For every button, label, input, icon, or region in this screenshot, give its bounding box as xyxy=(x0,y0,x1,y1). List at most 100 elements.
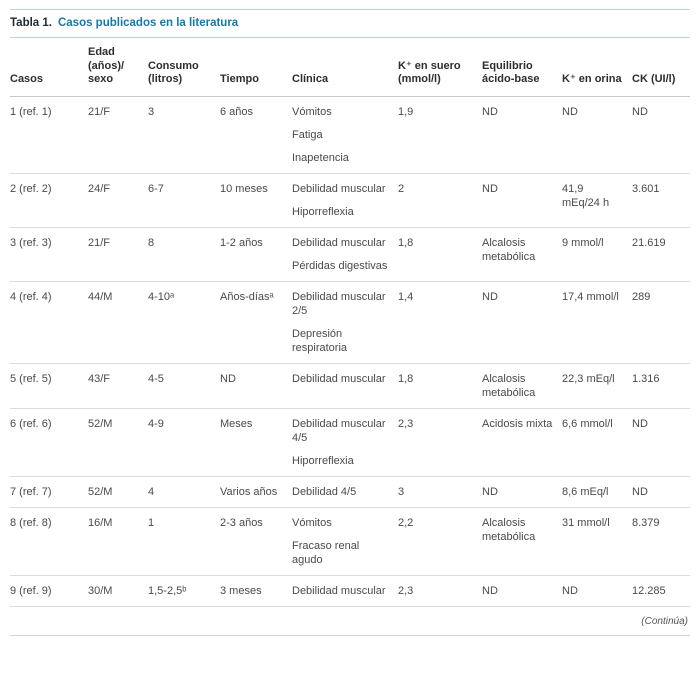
table-row: 1 (ref. 1) 21/F 3 6 años Vómitos Fatiga Inapet… xyxy=(10,96,690,174)
cell-equilibrio: ND xyxy=(482,575,562,607)
cell-ck: 12.285 xyxy=(632,575,690,607)
cell-caso: 4 (ref. 4) xyxy=(10,281,88,364)
cell-edad: 30/M xyxy=(88,575,148,607)
clinica-item: Pérdidas digestivas xyxy=(292,259,388,272)
table-row: 9 (ref. 9) 30/M 1,5-2,5ᵇ 3 meses Debilidad m… xyxy=(10,575,690,607)
cell-edad: 52/M xyxy=(88,408,148,477)
cell-k_orina: 9 mmol/l xyxy=(562,227,632,282)
clinica-item: Debilidad muscular xyxy=(292,584,386,597)
clinica-item: Debilidad muscular 2/5 xyxy=(292,290,386,317)
cell-edad: 21/F xyxy=(88,227,148,282)
cell-tiempo: Varios años xyxy=(220,476,292,508)
clinica-item: Fatiga xyxy=(292,128,323,141)
cell-k_orina: 6,6 mmol/l xyxy=(562,408,632,477)
column-header: Clínica xyxy=(292,38,398,97)
cell-clinica: Vómitos Fracaso renal agudo xyxy=(292,507,398,576)
cell-k_suero: 2,2 xyxy=(398,507,482,576)
cell-k_suero: 2 xyxy=(398,173,482,228)
cell-ck: ND xyxy=(632,476,690,508)
clinica-item: Debilidad muscular xyxy=(292,236,386,249)
cell-ck: 1.316 xyxy=(632,363,690,409)
cell-clinica: Debilidad muscular xyxy=(292,363,398,409)
cell-edad: 21/F xyxy=(88,96,148,174)
cell-ck: ND xyxy=(632,408,690,477)
cell-k_suero: 1,9 xyxy=(398,96,482,174)
clinica-item: Hiporreflexia xyxy=(292,454,354,467)
cell-clinica: Vómitos Fatiga Inapetencia xyxy=(292,96,398,174)
cell-ck: 289 xyxy=(632,281,690,364)
cell-k_suero: 1,4 xyxy=(398,281,482,364)
cell-tiempo: 6 años xyxy=(220,96,292,174)
cell-k_suero: 1,8 xyxy=(398,227,482,282)
cell-edad: 44/M xyxy=(88,281,148,364)
cell-k_suero: 2,3 xyxy=(398,575,482,607)
cell-consumo: 4-10ᵃ xyxy=(148,281,220,364)
column-header: CK (UI/l) xyxy=(632,38,690,97)
cell-ck: 3.601 xyxy=(632,173,690,228)
cell-k_orina: 41,9 mEq/24 h xyxy=(562,173,632,228)
cell-k_orina: 8,6 mEq/l xyxy=(562,476,632,508)
cell-equilibrio: ND xyxy=(482,476,562,508)
cell-equilibrio: Alcalosis metabólica xyxy=(482,363,562,409)
cell-tiempo: 10 meses xyxy=(220,173,292,228)
cell-edad: 52/M xyxy=(88,476,148,508)
cell-clinica: Debilidad muscular Pérdidas digestivas xyxy=(292,227,398,282)
table-row: 6 (ref. 6) 52/M 4-9 Meses Debilidad muscular… xyxy=(10,408,690,477)
cell-caso: 6 (ref. 6) xyxy=(10,408,88,477)
clinica-item: Debilidad 4/5 xyxy=(292,485,357,498)
cell-edad: 16/M xyxy=(88,507,148,576)
cell-k_suero: 3 xyxy=(398,476,482,508)
cell-caso: 1 (ref. 1) xyxy=(10,96,88,174)
clinica-item: Fracaso renal agudo xyxy=(292,539,360,566)
cell-tiempo: 2-3 años xyxy=(220,507,292,576)
cell-consumo: 1 xyxy=(148,507,220,576)
cell-tiempo: 3 meses xyxy=(220,575,292,607)
cell-consumo: 1,5-2,5ᵇ xyxy=(148,575,220,607)
cell-k_suero: 1,8 xyxy=(398,363,482,409)
cell-equilibrio: ND xyxy=(482,173,562,228)
cell-ck: ND xyxy=(632,96,690,174)
cell-tiempo: ND xyxy=(220,363,292,409)
cell-tiempo: Meses xyxy=(220,408,292,477)
cell-caso: 9 (ref. 9) xyxy=(10,575,88,607)
cell-consumo: 4-9 xyxy=(148,408,220,477)
cell-consumo: 6-7 xyxy=(148,173,220,228)
cell-equilibrio: Acidosis mixta xyxy=(482,408,562,477)
cell-consumo: 4 xyxy=(148,476,220,508)
cell-clinica: Debilidad 4/5 xyxy=(292,476,398,508)
cell-k_orina: 31 mmol/l xyxy=(562,507,632,576)
cell-ck: 8.379 xyxy=(632,507,690,576)
column-header: K⁺ en orina xyxy=(562,38,632,97)
column-header: Edad (años)/ sexo xyxy=(88,38,148,97)
clinica-item: Hiporreflexia xyxy=(292,205,354,218)
clinica-item: Debilidad muscular xyxy=(292,182,386,195)
cell-equilibrio: Alcalosis metabólica xyxy=(482,507,562,576)
cell-caso: 7 (ref. 7) xyxy=(10,476,88,508)
cell-k_orina: ND xyxy=(562,575,632,607)
cell-equilibrio: ND xyxy=(482,96,562,174)
cell-clinica: Debilidad muscular 2/5 Depresión respirat… xyxy=(292,281,398,364)
cell-caso: 8 (ref. 8) xyxy=(10,507,88,576)
cell-tiempo: Años-díasᵃ xyxy=(220,281,292,364)
clinica-item: Depresión respiratoria xyxy=(292,327,348,354)
table-row: 2 (ref. 2) 24/F 6-7 10 meses Debilidad muscu… xyxy=(10,173,690,228)
cell-tiempo: 1-2 años xyxy=(220,227,292,282)
table-title-bar: Tabla 1. Casos publicados en la literatur… xyxy=(10,9,690,38)
cell-caso: 2 (ref. 2) xyxy=(10,173,88,228)
cell-clinica: Debilidad muscular 4/5 Hiporreflexia xyxy=(292,408,398,477)
cell-k_orina: 22,3 mEq/l xyxy=(562,363,632,409)
cell-ck: 21.619 xyxy=(632,227,690,282)
table-title: Casos publicados en la literatura xyxy=(57,17,239,29)
column-header: Tiempo xyxy=(220,38,292,97)
cell-equilibrio: Alcalosis metabólica xyxy=(482,227,562,282)
cell-k_orina: 17,4 mmol/l xyxy=(562,281,632,364)
column-header: K⁺ en suero (mmol/l) xyxy=(398,38,482,97)
clinica-item: Vómitos xyxy=(292,105,332,118)
cell-clinica: Debilidad muscular Hiporreflexia xyxy=(292,173,398,228)
column-header: Equilibrio ácido-base xyxy=(482,38,562,97)
cell-consumo: 4-5 xyxy=(148,363,220,409)
clinica-item: Debilidad muscular 4/5 xyxy=(292,417,386,444)
continued-note: (Continúa) xyxy=(10,607,690,636)
clinica-item: Vómitos xyxy=(292,516,332,529)
